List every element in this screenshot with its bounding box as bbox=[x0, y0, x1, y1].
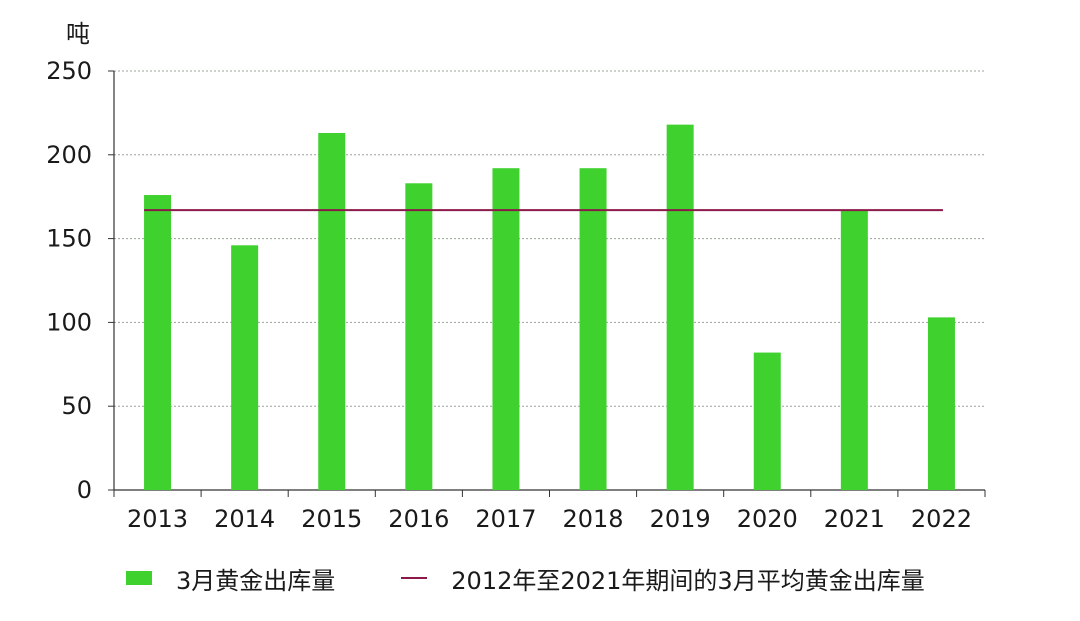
bar-2020 bbox=[753, 352, 781, 490]
bar-2018 bbox=[579, 168, 607, 490]
y-axis-label: 吨 bbox=[66, 20, 90, 48]
legend-swatch-bar bbox=[126, 571, 152, 585]
bar-2015 bbox=[318, 133, 346, 490]
y-tick-label: 200 bbox=[46, 141, 92, 169]
legend-label-average-line: 2012年至2021年期间的3月平均黄金出库量 bbox=[451, 566, 925, 595]
x-tick-label: 2015 bbox=[301, 505, 362, 533]
y-tick-label: 250 bbox=[46, 57, 92, 85]
x-tick-label: 2018 bbox=[563, 505, 624, 533]
x-tick-label: 2019 bbox=[650, 505, 711, 533]
x-tick-label: 2022 bbox=[911, 505, 972, 533]
bar-2019 bbox=[666, 124, 694, 490]
y-tick-label: 0 bbox=[77, 476, 92, 504]
legend-item-average-line: 2012年至2021年期间的3月平均黄金出库量 bbox=[335, 561, 925, 596]
bar-2014 bbox=[231, 245, 259, 490]
bar-2017 bbox=[492, 168, 520, 490]
legend-label-bars: 3月黄金出库量 bbox=[176, 566, 336, 595]
x-tick-label: 2013 bbox=[127, 505, 188, 533]
y-tick-label: 150 bbox=[46, 225, 92, 253]
bar-chart: 0 50 100 150 200 250 吨 2013 2014 2015 2016 2017 2018… bbox=[46, 20, 986, 533]
x-tick-label: 2021 bbox=[824, 505, 885, 533]
x-tick-label: 2014 bbox=[214, 505, 275, 533]
y-tick-label: 50 bbox=[61, 392, 92, 420]
bar-2022 bbox=[927, 317, 955, 490]
legend-swatch-line bbox=[401, 577, 428, 579]
bar-2021 bbox=[840, 210, 868, 490]
x-tick-label: 2020 bbox=[737, 505, 798, 533]
x-tick-label: 2017 bbox=[475, 505, 536, 533]
bar-2016 bbox=[405, 183, 433, 491]
x-tick-label: 2016 bbox=[388, 505, 449, 533]
y-tick-label: 100 bbox=[46, 308, 92, 336]
legend-item-bars: 3月黄金出库量 bbox=[126, 561, 335, 596]
legend: 3月黄金出库量 2012年至2021年期间的3月平均黄金出库量 bbox=[126, 560, 925, 596]
bar-2013 bbox=[144, 195, 172, 491]
